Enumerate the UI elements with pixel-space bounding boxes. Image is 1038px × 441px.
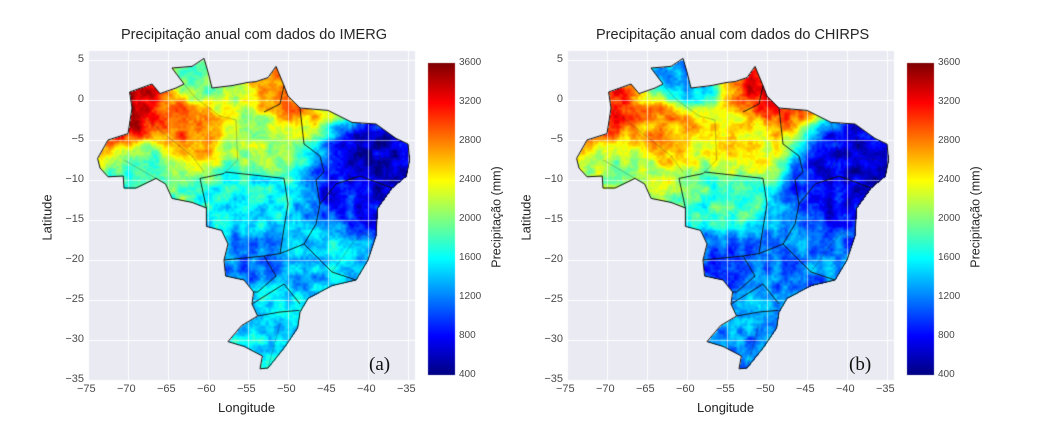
panel-imerg: Precipitação anual com dados do IMERG (a…: [0, 0, 519, 441]
colorbar-tick-label: 1600: [459, 252, 482, 263]
colorbar-tick-label: 2800: [938, 135, 961, 146]
x-tick-label: −50: [277, 383, 296, 395]
y-tick-label: −25: [544, 293, 563, 305]
colorbar-tick-label: 2800: [459, 135, 482, 146]
colorbar-tick-label: 3200: [459, 96, 482, 107]
y-tick-label: 5: [77, 53, 84, 65]
colorbar-tick-label: 3600: [459, 57, 482, 68]
x-tick-label: −65: [157, 383, 176, 395]
y-tick-label: 0: [556, 93, 563, 105]
y-tick-label: −35: [65, 373, 84, 385]
y-tick-label: −5: [550, 133, 563, 145]
y-tick-label: −20: [544, 253, 563, 265]
y-axis-label: Latitude: [518, 194, 534, 241]
x-tick-label: −45: [317, 383, 336, 395]
colorbar-tick-label: 800: [938, 330, 955, 341]
x-tick-label: −40: [836, 383, 855, 395]
x-tick-label: −65: [636, 383, 655, 395]
x-tick-label: −50: [756, 383, 775, 395]
panel-label: (b): [849, 354, 872, 375]
x-tick-label: −45: [796, 383, 815, 395]
y-tick-label: −15: [65, 213, 84, 225]
y-tick-label: −5: [71, 133, 84, 145]
y-tick-label: −30: [65, 333, 84, 345]
colorbar-tick-label: 400: [938, 369, 955, 380]
x-tick-label: −35: [397, 383, 416, 395]
y-tick-label: 5: [556, 53, 563, 65]
colorbar-tick-label: 2000: [459, 213, 482, 224]
y-tick-label: −25: [65, 293, 84, 305]
y-tick-label: −15: [544, 213, 563, 225]
colorbar-tick-label: 2400: [938, 174, 961, 185]
x-tick-label: −70: [117, 383, 136, 395]
x-tick-label: −40: [357, 383, 376, 395]
colorbar-tick-label: 2400: [459, 174, 482, 185]
colorbar-tick-label: 2000: [938, 213, 961, 224]
colorbar-tick-label: 400: [459, 369, 476, 380]
x-axis-label: Longitude: [218, 400, 276, 415]
panel-label: (a): [369, 354, 391, 375]
map-heatmap-chirps: [479, 0, 998, 441]
x-tick-label: −55: [716, 383, 735, 395]
colorbar-tick-label: 800: [459, 330, 476, 341]
y-tick-label: −20: [65, 253, 84, 265]
x-tick-label: −70: [596, 383, 615, 395]
colorbar-tick-label: 3200: [938, 96, 961, 107]
x-tick-label: −55: [237, 383, 256, 395]
colorbar-label: Precipitação (mm): [968, 166, 983, 268]
colorbar-tick-label: 1200: [938, 291, 961, 302]
panel-chirps: Precipitação anual com dados do CHIRPS (…: [479, 0, 998, 441]
x-tick-label: −35: [876, 383, 895, 395]
map-heatmap-imerg: [0, 0, 519, 441]
y-tick-label: −30: [544, 333, 563, 345]
x-tick-label: −60: [676, 383, 695, 395]
y-tick-label: 0: [77, 93, 84, 105]
y-axis-label: Latitude: [39, 194, 55, 241]
x-tick-label: −75: [77, 383, 96, 395]
y-tick-label: −10: [544, 173, 563, 185]
colorbar-tick-label: 1600: [938, 252, 961, 263]
y-tick-label: −35: [544, 373, 563, 385]
x-tick-label: −60: [197, 383, 216, 395]
colorbar-tick-label: 1200: [459, 291, 482, 302]
colorbar-tick-label: 3600: [938, 57, 961, 68]
x-tick-label: −75: [556, 383, 575, 395]
y-tick-label: −10: [65, 173, 84, 185]
x-axis-label: Longitude: [697, 400, 755, 415]
